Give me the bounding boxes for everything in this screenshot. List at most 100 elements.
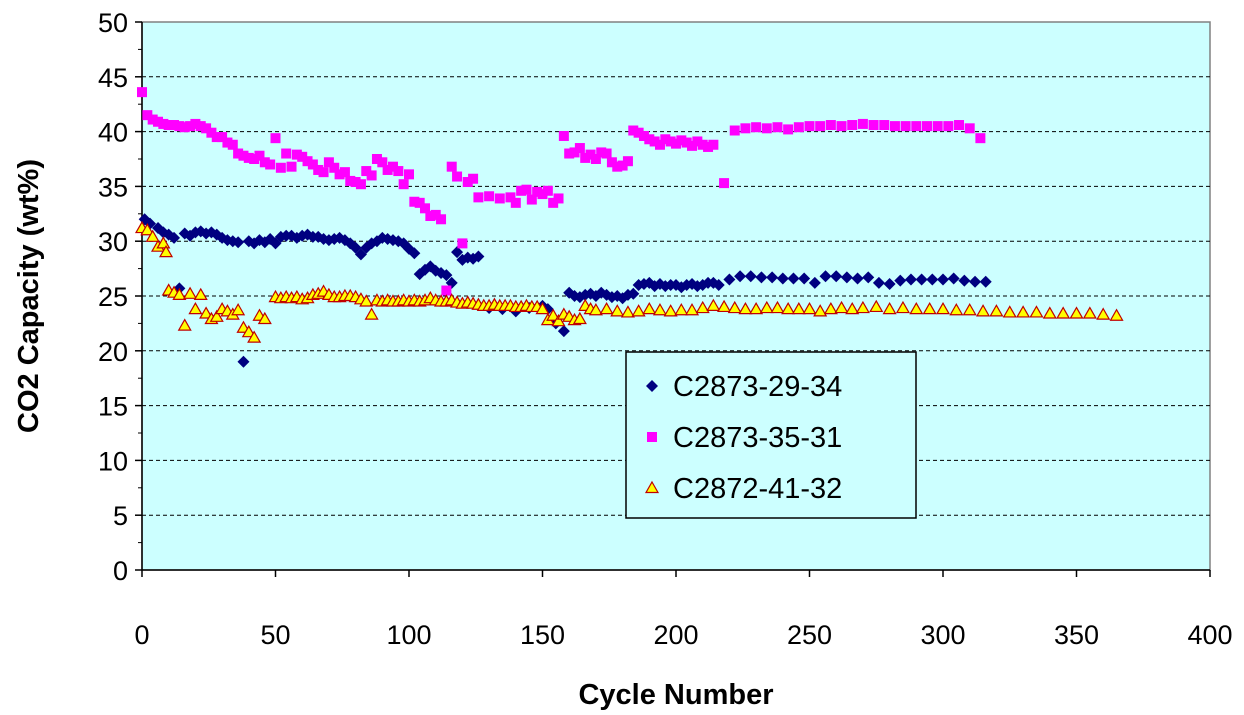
data-point	[969, 275, 982, 288]
data-point	[638, 130, 649, 141]
data-point	[684, 303, 700, 316]
data-point	[174, 121, 185, 132]
data-point	[350, 177, 361, 188]
data-point	[147, 114, 158, 125]
data-point	[193, 287, 208, 301]
data-point	[265, 159, 276, 170]
data-point	[717, 299, 732, 313]
data-point	[729, 125, 740, 136]
data-point	[869, 299, 884, 313]
data-point	[291, 149, 302, 160]
data-point	[791, 301, 806, 315]
data-point	[257, 311, 272, 325]
data-point	[1016, 305, 1031, 318]
data-point	[671, 138, 681, 149]
x-tick-label: 50	[260, 620, 290, 650]
data-point	[211, 132, 222, 143]
data-point	[644, 134, 655, 145]
legend-marker	[646, 380, 658, 392]
data-point	[949, 303, 964, 316]
data-point	[620, 305, 635, 318]
data-point	[248, 237, 261, 250]
data-point	[484, 191, 495, 202]
data-point	[606, 157, 617, 168]
data-point	[452, 171, 463, 182]
data-point	[834, 300, 849, 314]
data-point	[727, 300, 742, 314]
data-point	[206, 127, 217, 138]
data-point	[313, 164, 324, 175]
data-point	[830, 270, 843, 283]
data-point	[697, 139, 708, 150]
data-point	[738, 301, 753, 315]
data-point	[247, 330, 262, 343]
data-point	[564, 148, 575, 159]
data-point	[302, 156, 313, 167]
data-point	[610, 304, 625, 317]
data-point	[393, 166, 404, 177]
data-point	[510, 197, 521, 208]
data-point	[964, 123, 975, 134]
data-point	[804, 121, 815, 132]
legend-label: C2872-41-32	[673, 473, 842, 505]
y-tick-label: 20	[98, 337, 128, 367]
data-point	[825, 120, 836, 131]
data-point	[911, 121, 922, 132]
data-point	[233, 148, 244, 159]
data-point	[857, 118, 868, 129]
data-point	[909, 301, 924, 315]
data-point	[307, 159, 318, 170]
data-point	[976, 304, 991, 317]
series-3	[134, 220, 1124, 343]
x-tick-label: 100	[386, 620, 431, 650]
x-tick-label: 400	[1187, 620, 1232, 650]
data-point	[468, 173, 479, 184]
data-point	[787, 272, 800, 285]
data-point	[231, 303, 246, 316]
y-tick-label: 30	[98, 227, 128, 257]
data-point	[962, 303, 977, 316]
data-point	[1029, 305, 1044, 318]
data-point	[158, 244, 174, 258]
data-point	[883, 277, 896, 290]
data-point	[723, 273, 736, 286]
legend: C2873-29-34 C2873-35-31 C2872-41-32	[625, 351, 917, 519]
data-point	[676, 135, 687, 146]
y-tick-label: 0	[113, 556, 128, 586]
data-point	[371, 154, 382, 164]
data-point	[889, 121, 900, 132]
data-point	[345, 175, 356, 186]
data-point	[142, 110, 153, 121]
data-point	[209, 309, 224, 322]
data-point	[1082, 306, 1097, 319]
data-point	[900, 121, 911, 132]
x-tick-label: 300	[920, 620, 965, 650]
x-tick-label: 150	[520, 620, 565, 650]
data-point	[601, 148, 612, 159]
data-point	[286, 161, 297, 172]
y-tick-label: 45	[98, 63, 128, 93]
data-point	[590, 154, 601, 164]
data-point	[975, 133, 986, 144]
data-point	[382, 164, 393, 175]
data-point	[845, 301, 860, 315]
data-point	[243, 152, 254, 163]
data-point	[622, 156, 633, 167]
data-point	[855, 300, 870, 314]
data-point	[1096, 307, 1111, 320]
data-point	[441, 285, 452, 296]
data-point	[201, 123, 212, 134]
data-point	[179, 122, 190, 133]
data-point	[551, 313, 566, 327]
data-point	[793, 122, 804, 133]
data-point	[408, 247, 421, 260]
y-tick-label: 25	[98, 282, 128, 312]
data-point	[926, 273, 939, 286]
data-point	[895, 300, 910, 314]
data-point	[922, 301, 937, 315]
data-point	[708, 139, 719, 150]
data-point	[270, 133, 281, 144]
y-tick-label: 35	[98, 172, 128, 202]
y-tick-label: 5	[113, 501, 128, 531]
